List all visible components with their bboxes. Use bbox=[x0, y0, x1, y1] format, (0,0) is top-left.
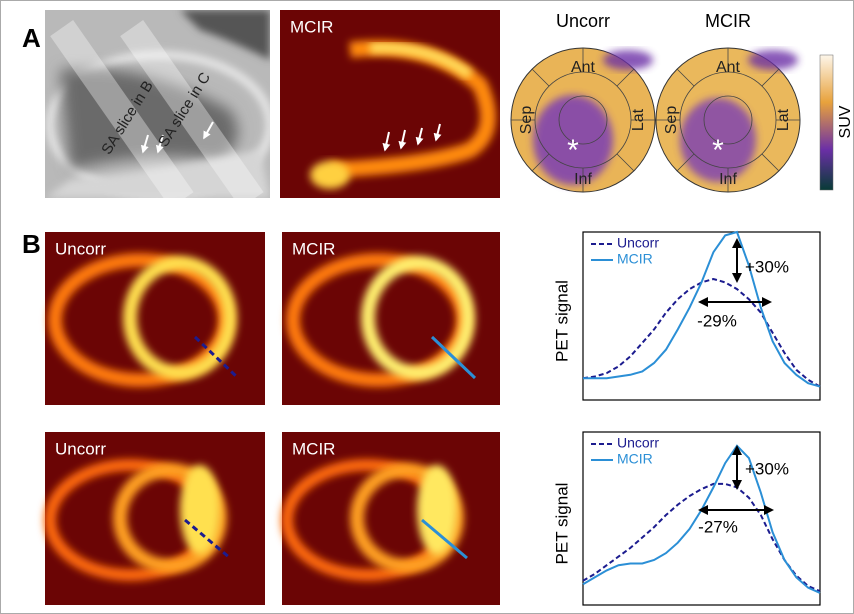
panel-label: A bbox=[22, 23, 41, 53]
legend-label: Uncorr bbox=[617, 435, 659, 451]
segment-label: Lat bbox=[630, 108, 647, 131]
image-title: Uncorr bbox=[55, 239, 106, 258]
annotation: +30% bbox=[745, 257, 789, 276]
polar-map-title: MCIR bbox=[705, 11, 751, 31]
colorbar bbox=[820, 55, 833, 190]
colorbar-label: SUV bbox=[837, 105, 854, 138]
panel-label: B bbox=[22, 229, 41, 259]
annotation: -27% bbox=[698, 517, 738, 536]
figure: A SA slice in B SA slice in C MCIR bbox=[0, 0, 854, 614]
image-title: Uncorr bbox=[55, 439, 106, 458]
heat-image bbox=[280, 10, 500, 198]
segment-label: Inf bbox=[574, 171, 592, 188]
ct-image bbox=[45, 10, 270, 208]
y-axis-label: PET signal bbox=[552, 483, 571, 565]
image-title: MCIR bbox=[292, 239, 335, 258]
y-axis-label: PET signal bbox=[552, 280, 571, 362]
segment-label: Inf bbox=[719, 171, 737, 188]
marker: * bbox=[712, 134, 724, 167]
legend-label: Uncorr bbox=[617, 235, 659, 251]
polar-map-title: Uncorr bbox=[556, 11, 610, 31]
annotation: -29% bbox=[697, 311, 737, 330]
legend-label: MCIR bbox=[617, 451, 653, 467]
segment-label: Lat bbox=[775, 108, 792, 131]
image-title: MCIR bbox=[290, 17, 333, 36]
segment-label: Ant bbox=[716, 59, 741, 76]
legend-label: MCIR bbox=[617, 251, 653, 267]
marker: * bbox=[567, 134, 579, 167]
annotation: +30% bbox=[745, 459, 789, 478]
image-title: MCIR bbox=[292, 439, 335, 458]
segment-label: Sep bbox=[518, 106, 535, 135]
segment-label: Sep bbox=[663, 106, 680, 135]
segment-label: Ant bbox=[571, 59, 596, 76]
